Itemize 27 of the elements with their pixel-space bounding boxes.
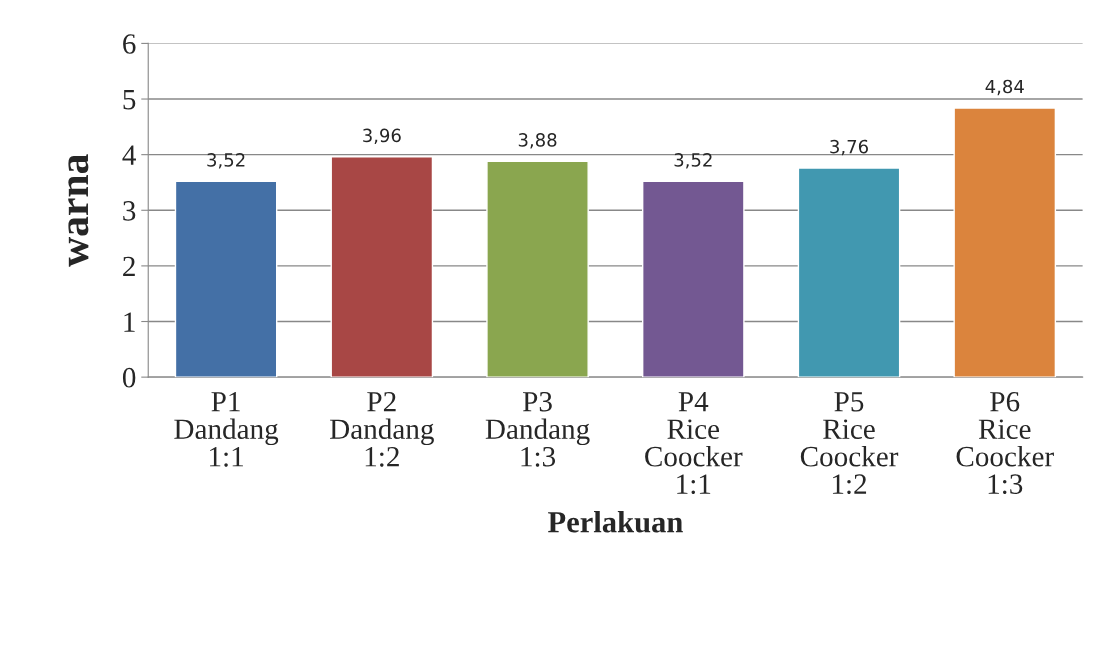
x-tick-label: P3 Dandang 1:3 (485, 391, 590, 467)
data-label: 3,52 (207, 153, 245, 169)
y-tick-label: 0 (122, 367, 136, 388)
x-tick-label: P6 Rice Coocker 1:3 (956, 391, 1054, 495)
y-tick-label: 5 (123, 90, 136, 110)
bar (953, 107, 1057, 378)
y-tick-label: 2 (123, 256, 135, 277)
x-axis-title: Perlakuan (548, 510, 683, 533)
x-tick-label: P4 Rice Coocker 1:1 (645, 392, 743, 495)
data-label: 3,76 (830, 139, 868, 156)
bar (174, 180, 278, 378)
data-label: 3,96 (363, 128, 401, 145)
bar (330, 156, 434, 378)
bar (486, 160, 589, 378)
y-tick-label: 4 (122, 145, 136, 165)
x-tick-label: P2 Dandang 1:2 (330, 391, 434, 467)
y-axis-title: warna (68, 154, 89, 267)
data-label: 4,84 (985, 79, 1024, 96)
y-tick-label: 3 (123, 201, 136, 221)
bar (641, 180, 745, 378)
bar (797, 167, 901, 378)
data-label: 3,52 (674, 153, 712, 169)
x-tick-label: P1 Dandang 1:1 (174, 392, 279, 467)
y-tick-label: 6 (123, 34, 136, 54)
data-label: 3,88 (518, 133, 557, 149)
y-tick-label: 1 (124, 312, 135, 332)
x-tick-label: P5 Rice Coocker 1:2 (800, 392, 899, 495)
